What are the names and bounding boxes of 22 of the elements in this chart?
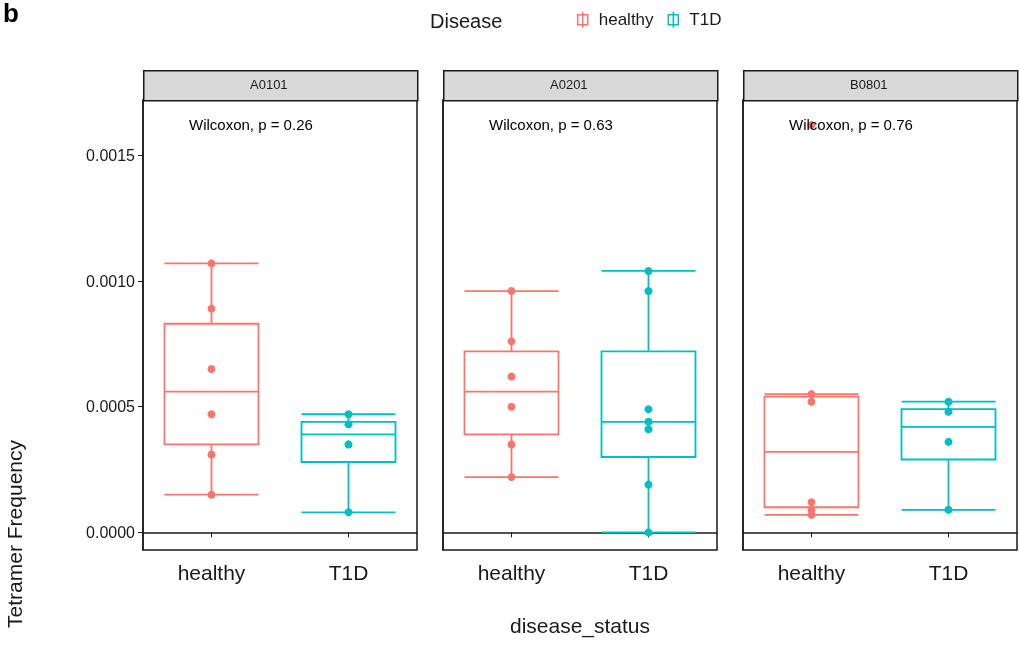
annotation: Wilcoxon, p = 0.26 xyxy=(189,116,313,133)
y-tick-label: 0.0015 xyxy=(86,146,136,164)
chart-title: A0201 xyxy=(550,77,588,92)
x-tick-label: healthy xyxy=(777,561,846,584)
y-tick-label: 0.0005 xyxy=(86,398,136,416)
legend-title: Disease xyxy=(430,10,503,32)
x-tick-label: T1D xyxy=(328,561,369,584)
text: b xyxy=(3,0,19,28)
x-tick-label: healthy xyxy=(477,561,546,584)
x-tick-label: T1D xyxy=(628,561,669,584)
y-tick-label: 0.0010 xyxy=(86,272,136,290)
annotation: Wilcoxon, p = 0.63 xyxy=(489,116,613,133)
legend-label: T1D xyxy=(689,10,722,30)
chart-title: A0101 xyxy=(250,77,288,92)
x-tick-label: T1D xyxy=(928,561,969,584)
x-axis-title: disease_status xyxy=(509,614,651,638)
y-tick-label: 0.0000 xyxy=(86,523,136,541)
annotation: Wilcoxon, p = 0.76 xyxy=(789,116,913,133)
chart-title: B0801 xyxy=(850,77,888,92)
y-axis-title: Tetramer Frequency xyxy=(3,439,26,628)
legend-label: healthy xyxy=(598,10,655,30)
x-tick-label: healthy xyxy=(177,561,246,584)
